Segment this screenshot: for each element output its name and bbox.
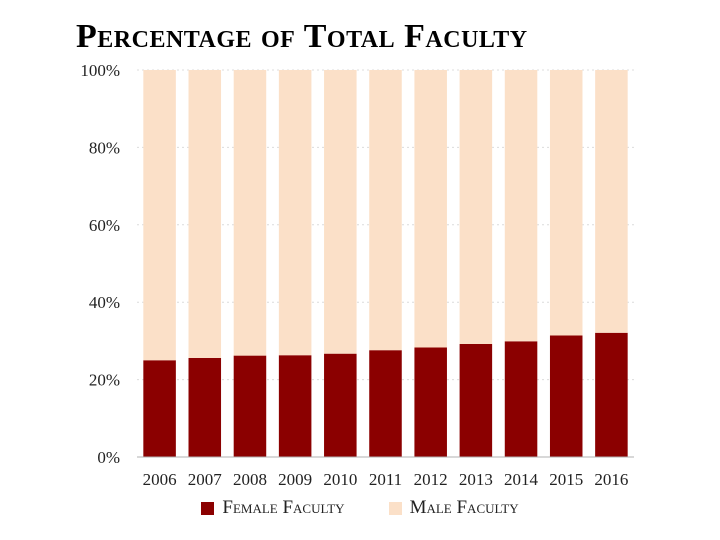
- bar-female-2015: [549, 335, 583, 457]
- legend-item-male: Male Faculty: [388, 497, 519, 519]
- bar-male-2008: [233, 70, 267, 356]
- legend: Female Faculty Male Faculty: [0, 497, 720, 519]
- bar-female-2013: [459, 344, 493, 457]
- bar-female-2009: [278, 355, 312, 457]
- x-tick-label: 2008: [233, 470, 267, 489]
- bar-female-2011: [369, 350, 402, 457]
- bar-female-2007: [188, 357, 222, 457]
- x-tick-label: 2013: [459, 470, 493, 489]
- bar-male-2014: [504, 70, 538, 342]
- bar-female-2008: [233, 355, 267, 457]
- bar-male-2012: [414, 70, 447, 348]
- bar-female-2006: [143, 360, 176, 457]
- bar-female-2014: [504, 341, 538, 457]
- y-tick-label: 40%: [89, 293, 120, 312]
- legend-label-male: Male Faculty: [409, 497, 519, 518]
- x-tick-label: 2016: [594, 470, 628, 489]
- legend-swatch-male: [388, 501, 402, 515]
- x-tick-label: 2010: [323, 470, 357, 489]
- y-tick-label: 100%: [80, 61, 120, 80]
- y-tick-label: 0%: [97, 448, 120, 467]
- bar-female-2010: [324, 353, 357, 457]
- x-tick-label: 2007: [188, 470, 223, 489]
- y-tick-label: 80%: [89, 138, 120, 157]
- x-tick-label: 2009: [278, 470, 312, 489]
- y-tick-label: 20%: [89, 371, 120, 390]
- bar-female-2016: [595, 332, 628, 457]
- bars: [143, 70, 628, 457]
- bar-male-2010: [324, 70, 357, 354]
- x-tick-label: 2015: [549, 470, 583, 489]
- bar-male-2015: [549, 70, 583, 336]
- bar-male-2007: [188, 70, 222, 358]
- legend-label-female: Female Faculty: [222, 497, 345, 518]
- chart-title: Percentage of Total Faculty: [76, 18, 528, 55]
- bar-female-2012: [414, 347, 447, 457]
- legend-item-female: Female Faculty: [201, 497, 345, 519]
- y-axis: 0% 20% 40% 60% 80% 100%: [80, 61, 120, 467]
- x-tick-label: 2014: [504, 470, 539, 489]
- x-tick-label: 2012: [414, 470, 448, 489]
- bar-male-2006: [143, 70, 176, 361]
- bar-male-2013: [459, 70, 493, 344]
- x-tick-label: 2011: [369, 470, 402, 489]
- legend-swatch-female: [201, 501, 215, 515]
- bar-male-2016: [595, 70, 628, 333]
- x-axis: 2006 2007 2008 2009 2010 2011 2012 2013 2014 2015…: [137, 456, 634, 489]
- y-tick-label: 60%: [89, 216, 120, 235]
- bar-male-2009: [278, 70, 312, 356]
- x-tick-label: 2006: [143, 470, 177, 489]
- bar-male-2011: [369, 70, 402, 351]
